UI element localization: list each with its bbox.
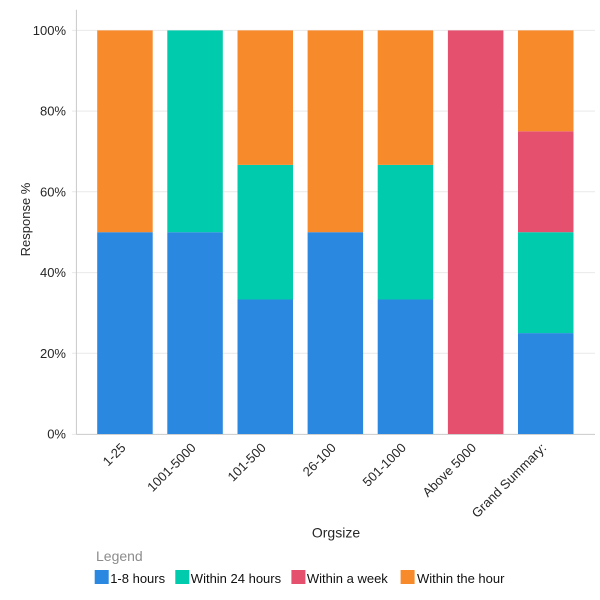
svg-text:Orgsize: Orgsize: [312, 525, 360, 541]
svg-text:Grand Summary:: Grand Summary:: [469, 440, 550, 521]
svg-text:80%: 80%: [40, 104, 66, 119]
svg-text:Legend: Legend: [96, 548, 143, 564]
svg-text:Within the hour: Within the hour: [417, 571, 505, 586]
svg-text:Within a week: Within a week: [307, 571, 388, 586]
svg-text:40%: 40%: [40, 265, 66, 280]
svg-text:Above 5000: Above 5000: [419, 440, 479, 500]
svg-text:1-25: 1-25: [100, 440, 129, 469]
svg-text:1001-5000: 1001-5000: [144, 440, 199, 495]
svg-text:60%: 60%: [40, 184, 66, 199]
svg-text:Response %: Response %: [18, 182, 33, 256]
svg-text:501-1000: 501-1000: [360, 440, 409, 489]
svg-text:Within 24 hours: Within 24 hours: [191, 571, 282, 586]
svg-text:26-100: 26-100: [300, 440, 339, 479]
svg-text:0%: 0%: [47, 427, 66, 442]
svg-text:20%: 20%: [40, 346, 66, 361]
svg-text:101-500: 101-500: [224, 440, 268, 484]
svg-text:100%: 100%: [33, 23, 67, 38]
svg-text:1-8 hours: 1-8 hours: [110, 571, 165, 586]
